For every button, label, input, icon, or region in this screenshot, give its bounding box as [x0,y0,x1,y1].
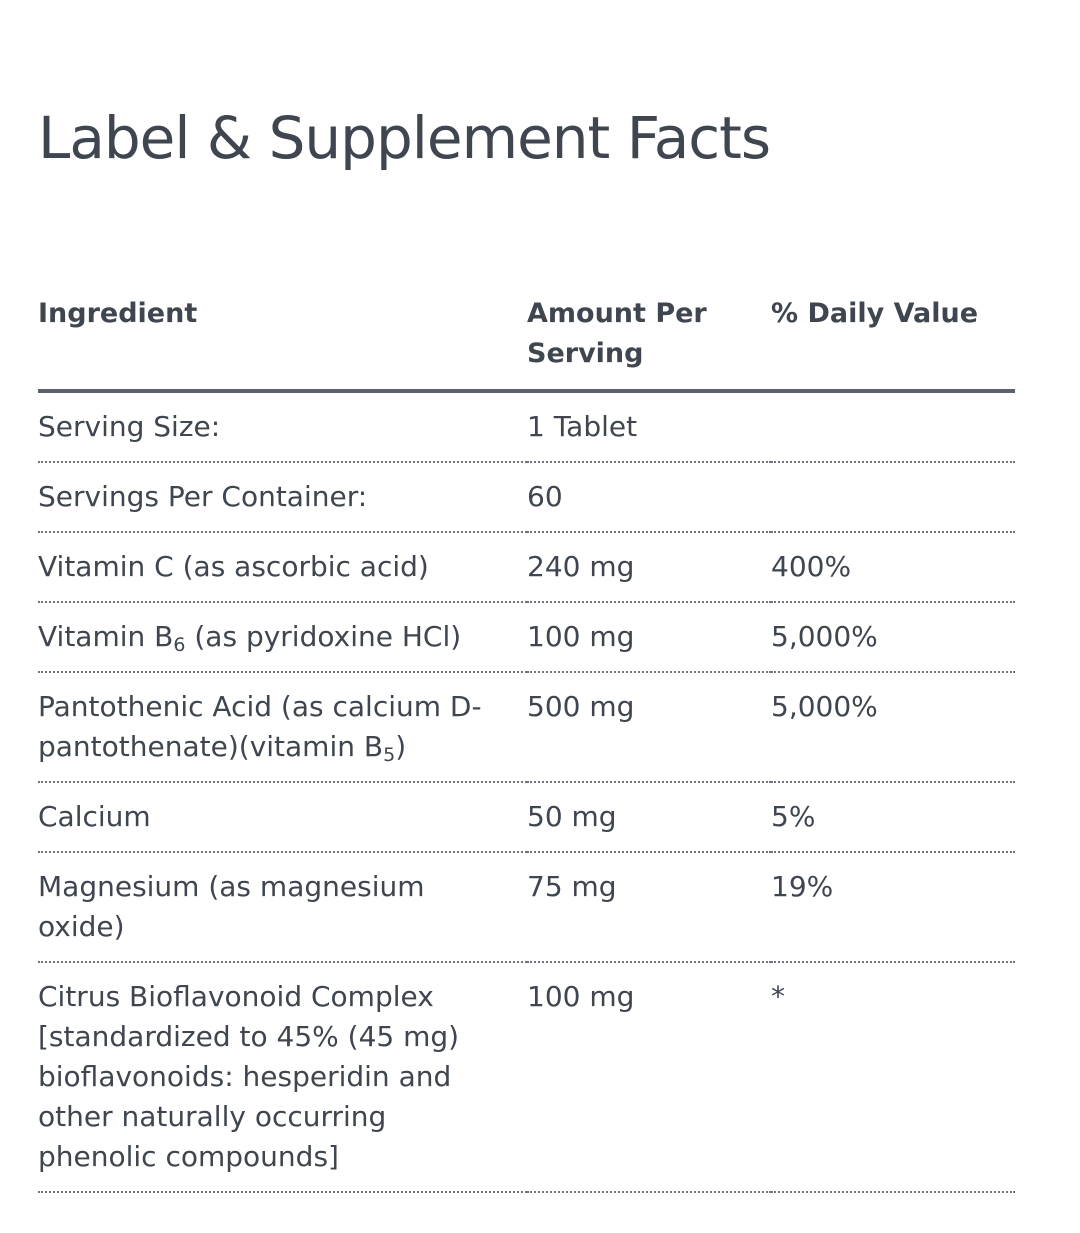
amount-cell: 100 mg [527,602,771,673]
ingredient-cell: Serving Size: [38,391,527,463]
ingredient-cell: Servings Per Container: [38,462,527,533]
supplement-facts-table: Ingredient Amount Per Serving % Daily Va… [38,290,1015,1193]
daily-value-cell [771,462,1015,533]
ingredient-cell: Vitamin C (as ascorbic acid) [38,532,527,603]
table-row: Servings Per Container: 60 [38,462,1015,533]
amount-cell: 240 mg [527,532,771,603]
daily-value-cell: 5,000% [771,672,1015,783]
table-header-row: Ingredient Amount Per Serving % Daily Va… [38,290,1015,393]
daily-value-cell: * [771,962,1015,1193]
table-row: Calcium 50 mg 5% [38,782,1015,853]
ingredient-cell: Pantothenic Acid (as calcium D-pantothen… [38,672,527,783]
ingredient-text: Vitamin B [38,620,174,653]
ingredient-subscript: 6 [173,634,186,656]
daily-value-cell: 400% [771,532,1015,603]
ingredient-text-suffix: ) [395,730,407,763]
daily-value-cell: 5,000% [771,602,1015,673]
ingredient-text-suffix: (as pyridoxine HCl) [185,620,462,653]
daily-value-cell: 19% [771,852,1015,963]
table-row: Vitamin B6 (as pyridoxine HCl) 100 mg 5,… [38,602,1015,673]
table-row: Serving Size: 1 Tablet [38,391,1015,463]
amount-cell: 500 mg [527,672,771,783]
amount-cell: 60 [527,462,771,533]
ingredient-text: Pantothenic Acid (as calcium D-pantothen… [38,690,482,763]
daily-value-cell [771,391,1015,463]
ingredient-cell: Calcium [38,782,527,853]
amount-cell: 50 mg [527,782,771,853]
amount-cell: 100 mg [527,962,771,1193]
table-row: Magnesium (as magnesium oxide) 75 mg 19% [38,852,1015,963]
page-title: Label & Supplement Facts [38,104,771,172]
header-amount-per-serving: Amount Per Serving [527,290,771,393]
header-daily-value: % Daily Value [771,290,1015,393]
ingredient-cell: Magnesium (as magnesium oxide) [38,852,527,963]
table-row: Vitamin C (as ascorbic acid) 240 mg 400% [38,532,1015,603]
table-row: Citrus Bioflavonoid Complex [standardize… [38,962,1015,1193]
amount-cell: 1 Tablet [527,391,771,463]
table-row: Pantothenic Acid (as calcium D-pantothen… [38,672,1015,783]
ingredient-cell: Vitamin B6 (as pyridoxine HCl) [38,602,527,673]
ingredient-cell: Citrus Bioflavonoid Complex [standardize… [38,962,527,1193]
daily-value-cell: 5% [771,782,1015,853]
ingredient-subscript: 5 [383,744,396,766]
amount-cell: 75 mg [527,852,771,963]
header-ingredient: Ingredient [38,290,527,393]
